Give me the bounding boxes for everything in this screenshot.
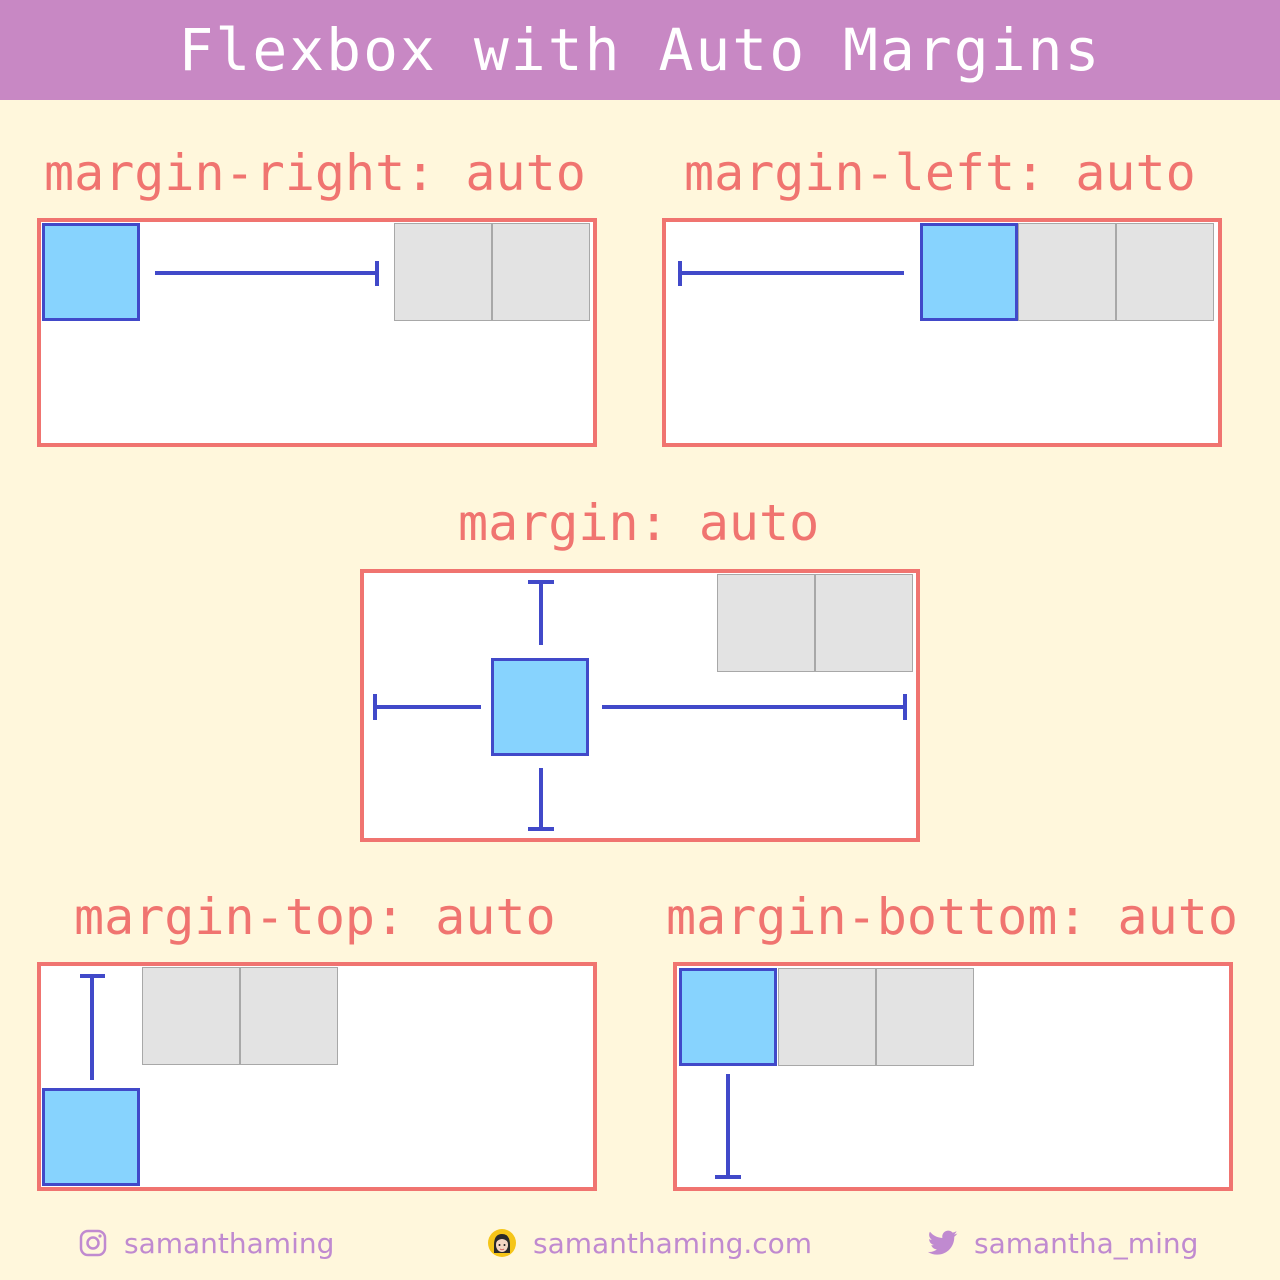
margin-top-highlight-item — [42, 1088, 140, 1186]
footer-twitter[interactable]: samantha_ming — [928, 1220, 1198, 1266]
margin-top-container — [37, 962, 597, 1191]
avatar-icon — [487, 1228, 517, 1258]
website-url: samanthaming.com — [533, 1226, 813, 1260]
margin-highlight-item — [491, 658, 589, 756]
instagram-icon — [78, 1228, 108, 1258]
title-bar: Flexbox with Auto Margins — [0, 0, 1280, 100]
margin-top-plain-item — [142, 967, 240, 1065]
margin-plain-item — [717, 574, 815, 672]
footer-instagram[interactable]: samanthaming — [78, 1220, 334, 1266]
margin-top-plain-item — [240, 967, 338, 1065]
margin-right-container — [37, 218, 597, 447]
margin-right-plain-item — [394, 223, 492, 321]
margin-bottom-highlight-item — [679, 968, 777, 1066]
margin-label: margin: auto — [458, 494, 820, 552]
margin-container — [360, 569, 920, 842]
margin-bottom-container — [673, 962, 1233, 1191]
margin-top-label: margin-top: auto — [74, 888, 556, 946]
footer-website[interactable]: samanthaming.com — [487, 1220, 812, 1266]
margin-right-plain-item — [492, 223, 590, 321]
margin-right-highlight-item — [42, 223, 140, 321]
margin-plain-item — [815, 574, 913, 672]
margin-right-label: margin-right: auto — [44, 144, 586, 202]
margin-bottom-plain-item — [778, 968, 876, 1066]
margin-left-plain-item — [1018, 223, 1116, 321]
margin-left-highlight-item — [920, 223, 1018, 321]
margin-bottom-plain-item — [876, 968, 974, 1066]
twitter-handle: samantha_ming — [974, 1226, 1199, 1260]
page-title: Flexbox with Auto Margins — [178, 16, 1102, 84]
margin-bottom-label: margin-bottom: auto — [666, 888, 1238, 946]
margin-left-label: margin-left: auto — [684, 144, 1196, 202]
twitter-icon — [928, 1228, 958, 1258]
margin-left-plain-item — [1116, 223, 1214, 321]
margin-left-container — [662, 218, 1222, 447]
instagram-handle: samanthaming — [124, 1226, 335, 1260]
